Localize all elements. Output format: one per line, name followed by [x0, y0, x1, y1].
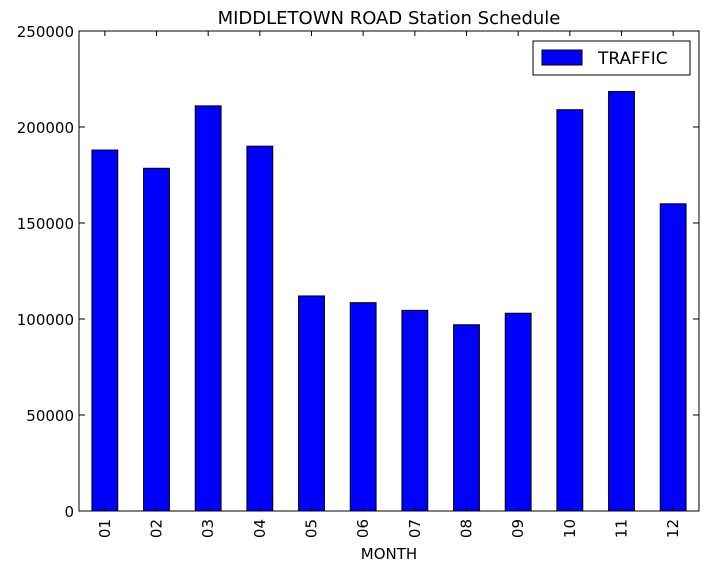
x-tick-label: 01 — [96, 519, 114, 538]
bar-09 — [504, 312, 532, 512]
plot-frame — [78, 30, 700, 512]
x-axis-label: MONTH — [361, 545, 417, 563]
legend: TRAFFIC — [532, 40, 691, 76]
x-tick-label: 09 — [509, 519, 527, 538]
y-tick-label: 200000 — [17, 119, 74, 137]
x-tick-label: 11 — [613, 519, 631, 538]
x-tick-label: 08 — [458, 519, 476, 538]
x-tick-label: 10 — [561, 519, 579, 538]
bar-02 — [143, 167, 170, 512]
x-tick-label: 07 — [406, 519, 424, 538]
bar-05 — [298, 295, 325, 512]
x-axis: 01 02 03 04 05 06 07 08 09 10 11 12 — [96, 31, 682, 538]
x-tick-label: 06 — [354, 519, 372, 538]
bar-03 — [194, 105, 222, 512]
x-tick-label: 04 — [251, 519, 269, 538]
y-tick-label: 50000 — [26, 407, 74, 425]
y-tick-label: 250000 — [17, 23, 74, 41]
x-tick-label: 12 — [664, 519, 682, 538]
x-tick-label: 02 — [148, 519, 166, 538]
x-tick-label: 03 — [199, 519, 217, 538]
y-tick-label: 150000 — [17, 215, 74, 233]
bar-11 — [608, 90, 635, 512]
bar-01 — [91, 149, 119, 512]
bar-08 — [453, 324, 480, 512]
bar-06 — [349, 302, 377, 512]
bar-12 — [659, 203, 687, 512]
bar-10 — [556, 109, 584, 512]
bars-group — [91, 90, 687, 512]
y-tick-label: 0 — [64, 503, 74, 521]
y-tick-label: 100000 — [17, 311, 74, 329]
legend-label: TRAFFIC — [597, 49, 668, 69]
y-axis: 0 50000 100000 150000 200000 250000 — [17, 23, 699, 521]
legend-swatch — [541, 49, 583, 66]
x-tick-label: 05 — [303, 519, 321, 538]
chart-title: MIDDLETOWN ROAD Station Schedule — [218, 8, 561, 29]
bar-07 — [401, 309, 429, 512]
bar-04 — [246, 145, 274, 512]
